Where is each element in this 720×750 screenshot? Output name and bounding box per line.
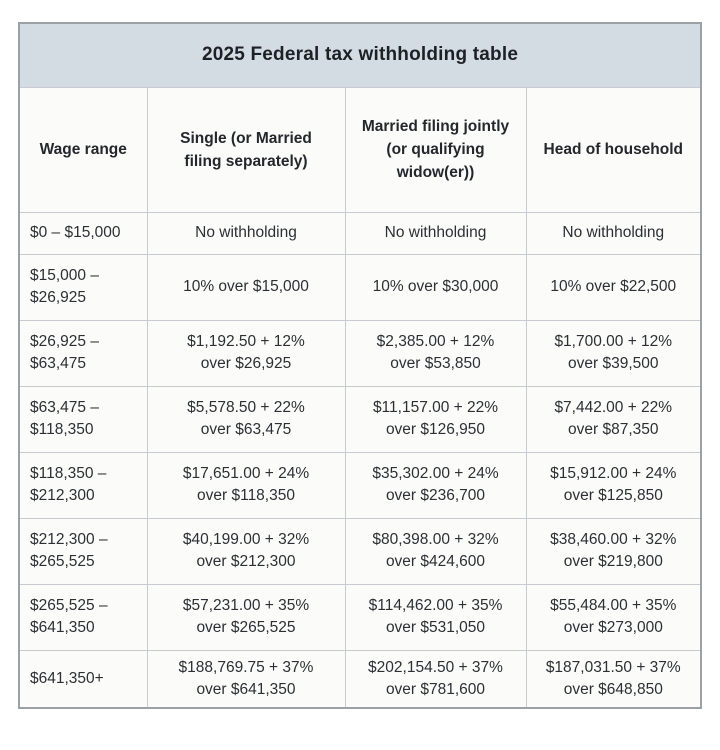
col-header-head-of-household: Head of household — [525, 86, 702, 213]
head-of-household-cell: $7,442.00 + 22% over $87,350 — [525, 385, 702, 453]
single-cell: No withholding — [146, 211, 346, 255]
single-cell: $188,769.75 + 37% over $641,350 — [146, 649, 346, 709]
single-cell: $1,192.50 + 12% over $26,925 — [146, 319, 346, 387]
head-of-household-cell: 10% over $22,500 — [525, 253, 702, 321]
wage-range-cell: $265,525 – $641,350 — [18, 583, 148, 651]
header-row: Wage range Single (or Married filing sep… — [18, 86, 702, 213]
married-jointly-cell: 10% over $30,000 — [344, 253, 527, 321]
wage-range-cell: $26,925 – $63,475 — [18, 319, 148, 387]
wage-range-cell: $63,475 – $118,350 — [18, 385, 148, 453]
col-header-married-jointly: Married filing jointly (or qualifying wi… — [344, 86, 527, 213]
table-row: $212,300 – $265,525 $40,199.00 + 32% ove… — [18, 517, 702, 585]
federal-tax-withholding-table: 2025 Federal tax withholding table Wage … — [18, 22, 703, 709]
married-jointly-cell: $80,398.00 + 32% over $424,600 — [344, 517, 527, 585]
married-jointly-cell: $2,385.00 + 12% over $53,850 — [344, 319, 527, 387]
col-header-wage-range: Wage range — [18, 86, 148, 213]
head-of-household-cell: $38,460.00 + 32% over $219,800 — [525, 517, 702, 585]
table-row: $265,525 – $641,350 $57,231.00 + 35% ove… — [18, 583, 702, 651]
col-header-single: Single (or Married filing separately) — [146, 86, 346, 213]
married-jointly-cell: $35,302.00 + 24% over $236,700 — [344, 451, 527, 519]
table-row: $26,925 – $63,475 $1,192.50 + 12% over $… — [18, 319, 702, 387]
page: 2025 Federal tax withholding table Wage … — [18, 22, 703, 709]
single-cell: 10% over $15,000 — [146, 253, 346, 321]
head-of-household-cell: No withholding — [525, 211, 702, 255]
head-of-household-cell: $15,912.00 + 24% over $125,850 — [525, 451, 702, 519]
title-row: 2025 Federal tax withholding table — [18, 22, 702, 88]
table-row: $0 – $15,000 No withholding No withholdi… — [18, 211, 702, 255]
wage-range-cell: $0 – $15,000 — [18, 211, 148, 255]
married-jointly-cell: No withholding — [344, 211, 527, 255]
single-cell: $17,651.00 + 24% over $118,350 — [146, 451, 346, 519]
single-cell: $5,578.50 + 22% over $63,475 — [146, 385, 346, 453]
wage-range-cell: $15,000 – $26,925 — [18, 253, 148, 321]
wage-range-cell: $212,300 – $265,525 — [18, 517, 148, 585]
table-row: $63,475 – $118,350 $5,578.50 + 22% over … — [18, 385, 702, 453]
table-row: $641,350+ $188,769.75 + 37% over $641,35… — [18, 649, 702, 709]
head-of-household-cell: $187,031.50 + 37% over $648,850 — [525, 649, 702, 709]
head-of-household-cell: $1,700.00 + 12% over $39,500 — [525, 319, 702, 387]
wage-range-cell: $641,350+ — [18, 649, 148, 709]
single-cell: $40,199.00 + 32% over $212,300 — [146, 517, 346, 585]
table-row: $118,350 – $212,300 $17,651.00 + 24% ove… — [18, 451, 702, 519]
married-jointly-cell: $114,462.00 + 35% over $531,050 — [344, 583, 527, 651]
wage-range-cell: $118,350 – $212,300 — [18, 451, 148, 519]
single-cell: $57,231.00 + 35% over $265,525 — [146, 583, 346, 651]
table-row: $15,000 – $26,925 10% over $15,000 10% o… — [18, 253, 702, 321]
married-jointly-cell: $11,157.00 + 22% over $126,950 — [344, 385, 527, 453]
table-title: 2025 Federal tax withholding table — [18, 22, 702, 88]
head-of-household-cell: $55,484.00 + 35% over $273,000 — [525, 583, 702, 651]
married-jointly-cell: $202,154.50 + 37% over $781,600 — [344, 649, 527, 709]
